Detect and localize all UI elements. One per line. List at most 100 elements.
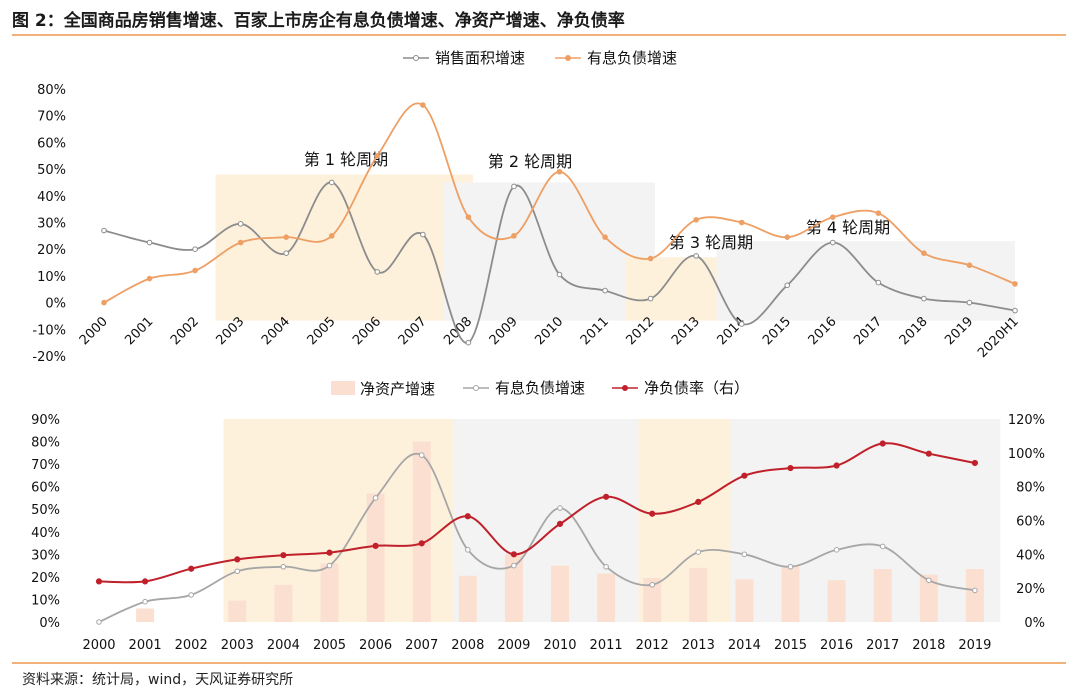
bottom-x-tick-label: 2006 <box>359 638 392 653</box>
bottom-chart: 90% 80% 70% 60% 50% 40% 30% 20% 10% 0% 120% 100% 80%… <box>31 379 1045 653</box>
net-debt-ratio-point <box>787 464 794 472</box>
top-series-point <box>511 233 517 239</box>
bottom-debt-growth-point <box>972 587 978 594</box>
bottom-y2-tick-label: 100% <box>1008 447 1045 462</box>
legend-net-asset-swatch <box>331 381 355 395</box>
top-series-point <box>738 321 745 327</box>
top-series-point <box>192 267 198 274</box>
top-y-tick-label: 50% <box>37 163 66 178</box>
net-asset-growth-bar <box>919 574 938 622</box>
cycle-label-4: 第 4 轮周期 <box>806 218 890 237</box>
net-asset-growth-bar <box>504 554 523 622</box>
bottom-y-tick-label: 90% <box>31 413 60 428</box>
net-asset-growth-bar <box>366 493 385 622</box>
top-series-point <box>784 282 791 289</box>
net-asset-growth-bar <box>551 565 569 622</box>
bottom-x-tick-label: 2012 <box>636 638 669 653</box>
bottom-x-tick-label: 2004 <box>267 638 300 653</box>
cycle-label-1: 第 1 轮周期 <box>304 150 388 169</box>
bottom-y2-tick-label: 60% <box>1016 515 1045 530</box>
net-asset-growth-bar <box>827 580 846 622</box>
bottom-y-tick-label: 80% <box>31 436 60 451</box>
top-series-point <box>283 250 290 257</box>
bottom-debt-growth-point <box>372 495 379 501</box>
bottom-y2-tick-label: 20% <box>1016 582 1045 597</box>
net-debt-ratio-point <box>326 549 333 556</box>
bottom-y-tick-label: 50% <box>31 503 60 518</box>
bottom-debt-growth-point <box>557 505 563 511</box>
net-debt-ratio-point <box>971 459 979 467</box>
net-debt-ratio-point <box>695 498 702 505</box>
bottom-x-tick-label: 2017 <box>866 638 899 653</box>
top-series-point <box>830 239 836 246</box>
net-asset-growth-bar <box>274 584 293 622</box>
net-debt-ratio-point <box>188 565 195 572</box>
chart-title: 图 2：全国商品房销售增速、百家上市房企有息负债增速、净资产增速、净负债率 <box>12 11 625 31</box>
top-series-point <box>101 299 107 306</box>
bottom-debt-growth-point <box>511 562 517 569</box>
bottom-y2-tick-label: 0% <box>1024 616 1045 631</box>
net-debt-ratio-line <box>98 442 976 584</box>
bottom-y-tick-label: 40% <box>31 526 60 541</box>
top-series-point <box>328 233 335 239</box>
top-series-point <box>602 234 608 240</box>
top-x-tick-label: 2020H1 <box>975 314 1022 361</box>
bottom-x-tick-label: 2015 <box>774 638 807 653</box>
legend-debt-growth-bottom-label: 有息负债增速 <box>495 379 585 397</box>
net-debt-ratio-point <box>556 520 564 527</box>
footer-divider <box>12 662 1066 664</box>
bottom-y-tick-label: 60% <box>31 481 60 496</box>
bottom-debt-growth-point <box>142 598 148 605</box>
top-series-point <box>875 279 882 286</box>
cycle-band-bottom-1 <box>223 419 471 622</box>
cycle-band-1 <box>215 174 473 321</box>
bottom-debt-growth-point <box>96 619 102 625</box>
top-series-point <box>966 262 973 269</box>
top-series-point <box>921 295 927 302</box>
net-asset-growth-bar <box>136 608 155 622</box>
top-series-point <box>693 253 699 259</box>
cycle-band-4 <box>716 241 1015 321</box>
top-series-point <box>738 219 745 226</box>
net-asset-growth-bar <box>412 441 431 622</box>
net-debt-ratio-point <box>649 510 656 517</box>
top-series-point <box>556 168 563 175</box>
bottom-debt-growth-point <box>833 547 840 553</box>
top-y-tick-label: 0% <box>45 297 66 312</box>
bottom-debt-growth-point <box>326 562 333 569</box>
top-series-point <box>830 214 836 220</box>
top-series-point <box>420 231 426 238</box>
top-series-point <box>283 234 290 240</box>
legend-debt-growth-top-marker <box>565 55 571 61</box>
bottom-y-tick-label: 10% <box>31 593 60 608</box>
net-asset-growth-bar <box>965 568 984 622</box>
bottom-debt-growth-point <box>741 551 748 558</box>
net-debt-ratio-point <box>372 542 379 549</box>
net-debt-ratio-point <box>925 450 932 457</box>
bottom-debt-growth-point <box>234 568 241 575</box>
net-asset-growth-bar <box>228 600 247 622</box>
bottom-debt-growth-point <box>926 577 932 584</box>
top-y-tick-label: 40% <box>37 190 66 205</box>
net-asset-growth-bar <box>873 568 892 622</box>
top-series-line-2 <box>103 102 1016 304</box>
top-series-point <box>511 183 517 190</box>
net-asset-growth-bar <box>458 575 477 622</box>
net-asset-growth-bar <box>320 563 339 622</box>
net-debt-ratio-point <box>234 556 241 563</box>
top-series-point <box>374 152 381 159</box>
net-asset-growth-bar <box>781 565 800 622</box>
top-series-point <box>465 214 472 220</box>
bottom-x-tick-label: 2013 <box>682 638 715 653</box>
top-series-point <box>465 339 472 346</box>
cycle-band-2 <box>443 182 656 321</box>
bottom-x-tick-label: 2009 <box>497 638 530 653</box>
bottom-debt-growth-point <box>787 563 794 570</box>
top-y-tick-label: -20% <box>32 350 66 365</box>
top-series-point <box>647 295 654 302</box>
net-debt-ratio-point <box>280 552 287 559</box>
top-series-point <box>237 239 244 246</box>
net-debt-ratio-point <box>833 462 840 469</box>
bottom-y2-tick-label: 80% <box>1016 481 1045 496</box>
bottom-debt-growth-point <box>465 547 471 553</box>
